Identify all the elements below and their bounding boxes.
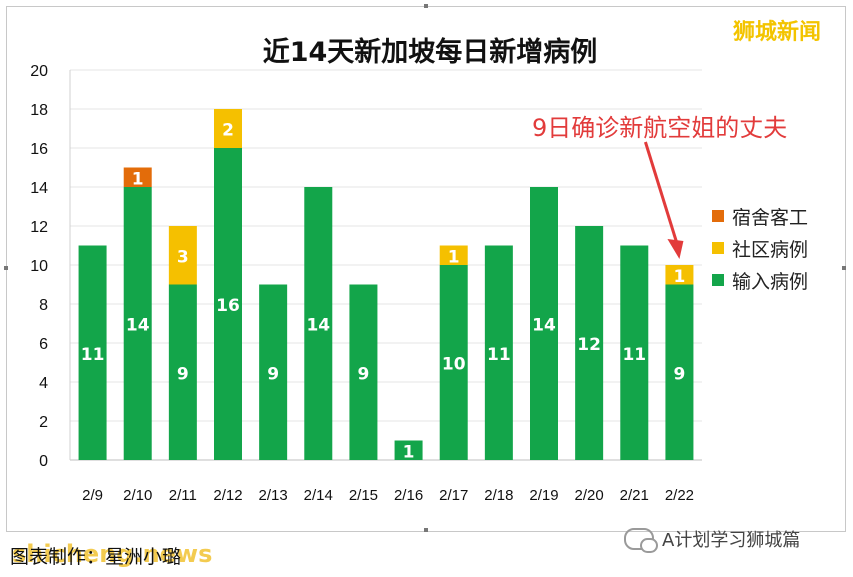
legend-label-imported: 输入病例	[732, 270, 809, 293]
bar-segment	[123, 167, 152, 187]
data-label: 11	[487, 345, 511, 365]
wechat-account: A计划学习狮城篇	[624, 526, 801, 553]
data-label: 1	[403, 442, 415, 462]
y-tick-label: 16	[30, 141, 48, 158]
legend-item-community: 社区病例	[712, 232, 808, 264]
data-label: 11	[622, 345, 646, 365]
x-tick-label: 2/11	[169, 487, 197, 504]
chart-caption: 图表制作：星洲小璐	[10, 546, 182, 568]
bar-segment	[665, 284, 694, 460]
resize-handle-right[interactable]	[842, 266, 846, 270]
data-label: 2	[222, 121, 234, 141]
bar-segment	[439, 265, 468, 460]
resize-handle-top[interactable]	[424, 4, 428, 8]
bar-segment	[259, 284, 288, 460]
bar-segment	[349, 284, 378, 460]
annotation-arrow-line	[643, 141, 679, 246]
caption-watermark: shicheng.news	[12, 540, 213, 568]
x-tick-label: 2/20	[575, 487, 604, 504]
y-tick-label: 8	[39, 297, 48, 314]
bar-segment	[484, 245, 513, 460]
y-tick-label: 4	[39, 375, 48, 392]
resize-handle-left[interactable]	[4, 266, 8, 270]
data-label: 14	[532, 316, 556, 336]
chart-title: 近14天新加坡每日新增病例	[262, 37, 598, 68]
bar-segment	[214, 109, 242, 148]
legend-item-dorm: 宿舍客工	[712, 200, 808, 232]
y-tick-label: 10	[30, 258, 48, 275]
bar-segment	[214, 148, 242, 460]
x-tick-label: 2/19	[529, 487, 558, 504]
data-label: 9	[177, 364, 189, 384]
legend-swatch-dorm	[712, 210, 724, 222]
data-label: 14	[306, 316, 330, 336]
data-label: 11	[81, 345, 105, 365]
bar-segment	[123, 187, 152, 460]
x-tick-label: 2/15	[349, 487, 378, 504]
x-tick-label: 2/21	[620, 487, 649, 504]
data-label: 10	[442, 355, 466, 375]
data-label: 1	[674, 267, 686, 287]
data-label: 9	[674, 364, 686, 384]
annotation-arrow-head	[667, 239, 684, 259]
legend: 宿舍客工 社区病例 输入病例	[712, 200, 808, 296]
data-label: 1	[448, 247, 460, 267]
wechat-icon	[624, 528, 658, 553]
data-label: 9	[267, 364, 279, 384]
bar-segment	[78, 245, 107, 460]
x-tick-label: 2/22	[665, 487, 694, 504]
x-tick-label: 2/9	[82, 487, 103, 504]
legend-label-community: 社区病例	[732, 238, 809, 261]
y-tick-label: 6	[39, 336, 48, 353]
annotation-text: 9日确诊新航空姐的丈夫	[532, 114, 788, 142]
legend-swatch-community	[712, 242, 724, 254]
y-tick-label: 14	[30, 180, 48, 197]
bar-segment	[665, 265, 694, 285]
bar-segment	[439, 245, 468, 265]
x-tick-label: 2/16	[394, 487, 423, 504]
x-tick-label: 2/13	[259, 487, 288, 504]
bar-segment	[168, 284, 197, 460]
data-label: 14	[126, 316, 150, 336]
y-tick-label: 18	[30, 102, 48, 119]
x-tick-label: 2/10	[123, 487, 152, 504]
wechat-label: A计划学习狮城篇	[662, 530, 801, 551]
bar-segment	[575, 226, 604, 460]
y-tick-label: 2	[39, 414, 48, 431]
legend-swatch-imported	[712, 274, 724, 286]
bar-segment	[620, 245, 649, 460]
bar-segment	[530, 187, 558, 460]
x-tick-label: 2/18	[484, 487, 513, 504]
x-tick-label: 2/12	[213, 487, 242, 504]
resize-handle-bottom[interactable]	[424, 528, 428, 532]
data-label: 3	[177, 247, 189, 267]
legend-item-imported: 输入病例	[712, 264, 808, 296]
y-tick-label: 12	[30, 219, 48, 236]
watermark: 狮城新闻	[733, 20, 822, 45]
data-label: 16	[216, 296, 240, 316]
data-label: 1	[132, 169, 144, 189]
bar-segment	[304, 187, 333, 460]
legend-label-dorm: 宿舍客工	[732, 206, 809, 229]
y-tick-label: 20	[30, 63, 48, 80]
bar-segment	[168, 226, 197, 285]
x-tick-label: 2/17	[439, 487, 468, 504]
data-label: 9	[358, 364, 370, 384]
x-tick-label: 2/14	[304, 487, 333, 504]
y-tick-label: 0	[39, 453, 48, 470]
bar-segment	[394, 440, 423, 460]
data-label: 12	[577, 335, 601, 355]
